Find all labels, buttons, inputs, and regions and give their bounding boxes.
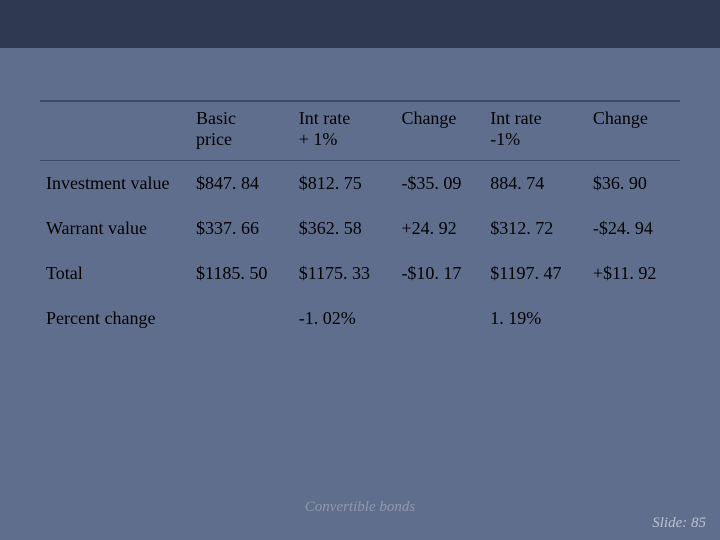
cell: $362. 58 — [293, 206, 396, 251]
cell: -1. 02% — [293, 296, 396, 341]
table-head: Basicprice Int rate+ 1% Change Int rate-… — [40, 101, 680, 161]
cell: $337. 66 — [190, 206, 293, 251]
col-header-int-plus: Int rate+ 1% — [293, 101, 396, 161]
table-body: Investment value $847. 84 $812. 75 -$35.… — [40, 161, 680, 342]
cell: $847. 84 — [190, 161, 293, 207]
col-header-change-2: Change — [587, 101, 680, 161]
col-header-basic-price: Basicprice — [190, 101, 293, 161]
table-row: Percent change -1. 02% 1. 19% — [40, 296, 680, 341]
content-area: Basicprice Int rate+ 1% Change Int rate-… — [40, 100, 680, 341]
col-header-change-1: Change — [395, 101, 484, 161]
cell — [395, 296, 484, 341]
row-label: Total — [40, 251, 190, 296]
cell: $36. 90 — [587, 161, 680, 207]
cell: $1175. 33 — [293, 251, 396, 296]
table-row: Warrant value $337. 66 $362. 58 +24. 92 … — [40, 206, 680, 251]
col-header-blank — [40, 101, 190, 161]
cell: $1197. 47 — [484, 251, 587, 296]
row-label: Investment value — [40, 161, 190, 207]
cell: 1. 19% — [484, 296, 587, 341]
col-header-int-minus: Int rate-1% — [484, 101, 587, 161]
cell: +$11. 92 — [587, 251, 680, 296]
cell: -$10. 17 — [395, 251, 484, 296]
cell: -$24. 94 — [587, 206, 680, 251]
row-label: Percent change — [40, 296, 190, 341]
top-band — [0, 0, 720, 48]
cell: $1185. 50 — [190, 251, 293, 296]
slide-number: Slide: 85 — [652, 515, 706, 532]
cell: 884. 74 — [484, 161, 587, 207]
table-row: Total $1185. 50 $1175. 33 -$10. 17 $1197… — [40, 251, 680, 296]
table-row: Investment value $847. 84 $812. 75 -$35.… — [40, 161, 680, 207]
cell: $812. 75 — [293, 161, 396, 207]
cell: -$35. 09 — [395, 161, 484, 207]
cell — [190, 296, 293, 341]
footer-title: Convertible bonds — [0, 499, 720, 516]
cell — [587, 296, 680, 341]
cell: +24. 92 — [395, 206, 484, 251]
sensitivity-table: Basicprice Int rate+ 1% Change Int rate-… — [40, 100, 680, 341]
cell: $312. 72 — [484, 206, 587, 251]
header-row: Basicprice Int rate+ 1% Change Int rate-… — [40, 101, 680, 161]
slide: Basicprice Int rate+ 1% Change Int rate-… — [0, 0, 720, 540]
row-label: Warrant value — [40, 206, 190, 251]
